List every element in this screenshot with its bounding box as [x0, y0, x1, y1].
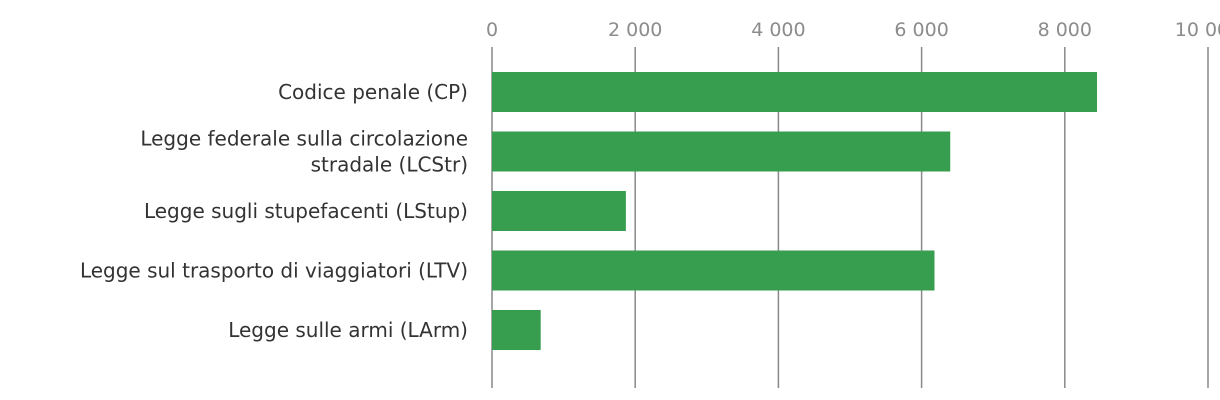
x-tick-label: 6 000: [894, 19, 948, 41]
x-tick-label: 8 000: [1038, 19, 1092, 41]
category-label: Legge federale sulla circolazione stradal…: [140, 127, 468, 177]
category-label: Legge sugli stupefacenti (LStup): [144, 199, 468, 223]
category-labels: Codice penale (CP) Legge federale sulla c…: [80, 80, 468, 342]
x-tick-label: 2 000: [608, 19, 662, 41]
category-label-line: Legge sul trasporto di viaggiatori (LTV): [80, 259, 468, 283]
category-label: Legge sul trasporto di viaggiatori (LTV): [80, 259, 468, 283]
x-tick-label: 4 000: [751, 19, 805, 41]
bars: [492, 72, 1098, 350]
bar: [492, 250, 935, 291]
bar: [492, 310, 541, 350]
category-label-line: Codice penale (CP): [278, 80, 468, 104]
category-label-line: Legge sulle armi (LArm): [228, 318, 468, 342]
category-label-line: stradale (LCStr): [311, 153, 468, 177]
category-label-line: Legge federale sulla circolazione: [140, 127, 468, 151]
bar: [492, 191, 626, 231]
x-tick-label: 0: [486, 19, 498, 41]
category-label: Legge sulle armi (LArm): [228, 318, 468, 342]
x-axis-ticks: 0 2 000 4 000 6 000 8 000 10 000: [486, 19, 1220, 41]
bar: [492, 131, 951, 172]
x-tick-label: 10 000: [1175, 19, 1220, 41]
category-label: Codice penale (CP): [278, 80, 468, 104]
category-label-line: Legge sugli stupefacenti (LStup): [144, 199, 468, 223]
bar: [492, 72, 1098, 112]
